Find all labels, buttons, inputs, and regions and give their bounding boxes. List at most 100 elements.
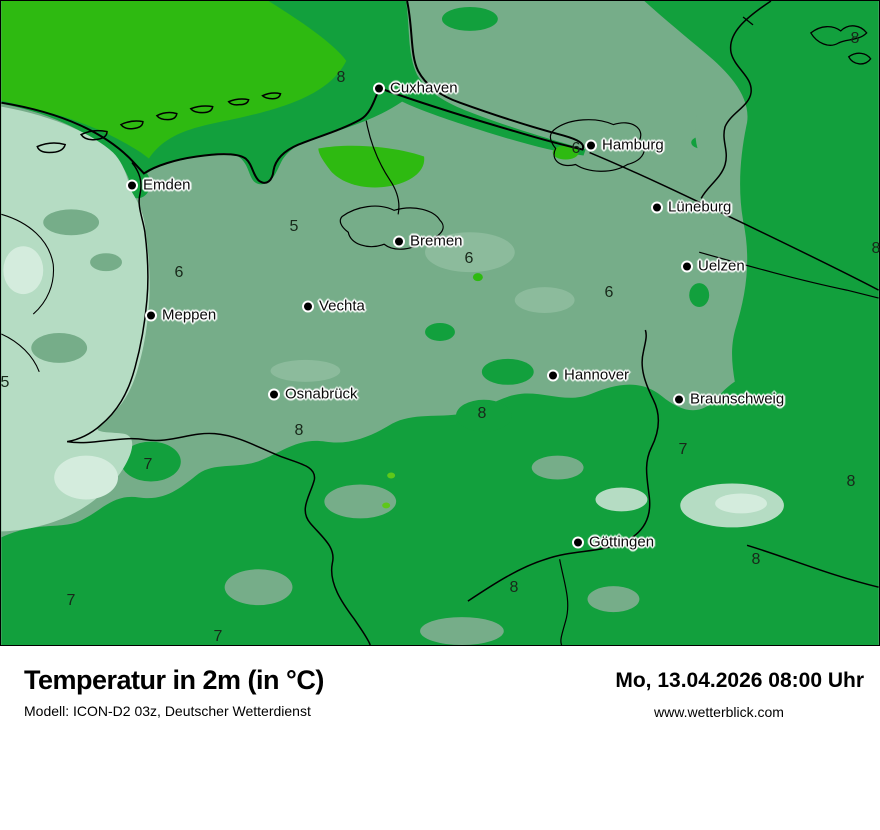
cool-blob <box>420 617 504 645</box>
city-dot <box>547 369 559 381</box>
warm-speck <box>472 273 483 282</box>
city-dot <box>126 179 138 191</box>
city-label: Lüneburg <box>668 198 732 216</box>
baltic-coast <box>742 16 872 65</box>
page-title: Temperatur in 2m (in °C) <box>24 665 324 695</box>
footer-right-block: Mo, 13.04.2026 08:00 Uhr www.wetterblick… <box>574 669 864 720</box>
harz-border <box>746 544 879 588</box>
city-dot <box>373 82 385 94</box>
temp-label: 6 <box>464 250 474 267</box>
city-dot <box>393 235 405 247</box>
city-label: Bremen <box>410 232 463 250</box>
southeast-border-branch <box>559 559 569 645</box>
netherlands-region <box>1 106 150 532</box>
city-marker-uelzen: Uelzen <box>681 258 745 275</box>
temp-label: 7 <box>678 441 688 458</box>
forecast-datetime: Mo, 13.04.2026 08:00 Uhr <box>615 669 864 692</box>
sea-warm-bay <box>318 145 425 188</box>
city-label: Göttingen <box>589 533 655 551</box>
city-dot <box>572 536 584 548</box>
city-label: Osnabrück <box>285 385 358 403</box>
warm-speck <box>387 472 396 479</box>
map-footer: Temperatur in 2m (in °C) Modell: ICON-D2… <box>0 647 880 830</box>
cool-light-patch <box>514 287 575 314</box>
city-marker-emden: Emden <box>126 177 191 194</box>
city-label: Meppen <box>162 306 217 324</box>
cool-blob <box>531 455 584 480</box>
city-label: Hannover <box>564 366 630 384</box>
temp-label: 8 <box>336 69 346 86</box>
nl-cool-patch <box>90 253 122 272</box>
model-info: Modell: ICON-D2 03z, Deutscher Wetterdie… <box>24 703 311 719</box>
nl-cool-patch <box>31 332 88 363</box>
city-dot <box>651 201 663 213</box>
mint-light-patch <box>715 493 767 514</box>
city-marker-cuxhaven: Cuxhaven <box>373 80 458 97</box>
city-dot <box>145 309 157 321</box>
temp-label: 8 <box>871 240 880 257</box>
warm-speck <box>382 502 391 509</box>
cool-blob <box>587 586 640 613</box>
east-border <box>699 251 879 299</box>
temp-label: 7 <box>66 592 76 609</box>
elbe-river <box>589 151 879 291</box>
temperature-map: 8 8 6 5 6 6 6 8 5 8 8 7 7 8 8 8 7 7 Cuxh… <box>0 0 880 646</box>
city-dot <box>302 300 314 312</box>
city-label: Emden <box>143 176 191 194</box>
city-dot <box>268 388 280 400</box>
cool-blob <box>699 234 732 291</box>
city-label: Hamburg <box>602 136 664 154</box>
temp-label: 8 <box>477 405 487 422</box>
hamburg-outline <box>549 119 645 172</box>
warm-blob <box>441 6 498 31</box>
city-label: Cuxhaven <box>390 79 458 97</box>
city-marker-vechta: Vechta <box>302 298 365 315</box>
city-dot <box>673 393 685 405</box>
city-marker-bremen: Bremen <box>393 233 463 250</box>
temp-label: 5 <box>289 218 299 235</box>
city-label: Uelzen <box>698 257 745 275</box>
map-canvas <box>1 1 879 645</box>
south-border <box>67 432 371 645</box>
border-lines <box>1 1 879 645</box>
cool-blob <box>324 484 397 519</box>
warm-blob <box>455 399 512 432</box>
temp-label: 8 <box>509 579 519 596</box>
cool-blob <box>695 96 728 165</box>
warm-blob <box>689 283 710 308</box>
temp-label: 5 <box>0 374 10 391</box>
warm-speck <box>552 145 579 160</box>
temp-label: 6 <box>174 264 184 281</box>
nl-province-line <box>1 213 55 373</box>
temp-label: 8 <box>846 473 856 490</box>
temp-label: 6 <box>571 140 581 157</box>
temp-label: 8 <box>751 551 761 568</box>
city-marker-goettingen: Göttingen <box>572 534 654 551</box>
city-marker-hamburg: Hamburg <box>585 137 664 154</box>
temp-label: 7 <box>143 456 153 473</box>
city-marker-braunschweig: Braunschweig <box>673 391 784 408</box>
nl-light-patch <box>54 455 118 500</box>
warm-blob <box>481 358 534 385</box>
weser-river <box>365 120 400 215</box>
city-dot <box>585 139 597 151</box>
city-marker-hannover: Hannover <box>547 367 629 384</box>
temp-label: 8 <box>294 422 304 439</box>
warm-blob <box>425 323 455 341</box>
cool-light-patch <box>270 359 341 382</box>
city-marker-meppen: Meppen <box>145 307 216 324</box>
nl-cool-patch <box>43 209 100 236</box>
city-dot <box>681 260 693 272</box>
bremen-outline <box>339 205 444 250</box>
east-warm-region <box>644 1 879 645</box>
southeast-border <box>467 329 660 602</box>
city-label: Braunschweig <box>690 390 785 408</box>
coastline <box>1 1 585 184</box>
cool-light-patch <box>425 232 515 273</box>
temp-label: 7 <box>213 628 223 645</box>
cool-blob <box>224 569 293 606</box>
temp-label: 8 <box>850 30 860 47</box>
frisian-islands <box>36 92 282 154</box>
city-marker-osnabrueck: Osnabrück <box>268 386 358 403</box>
